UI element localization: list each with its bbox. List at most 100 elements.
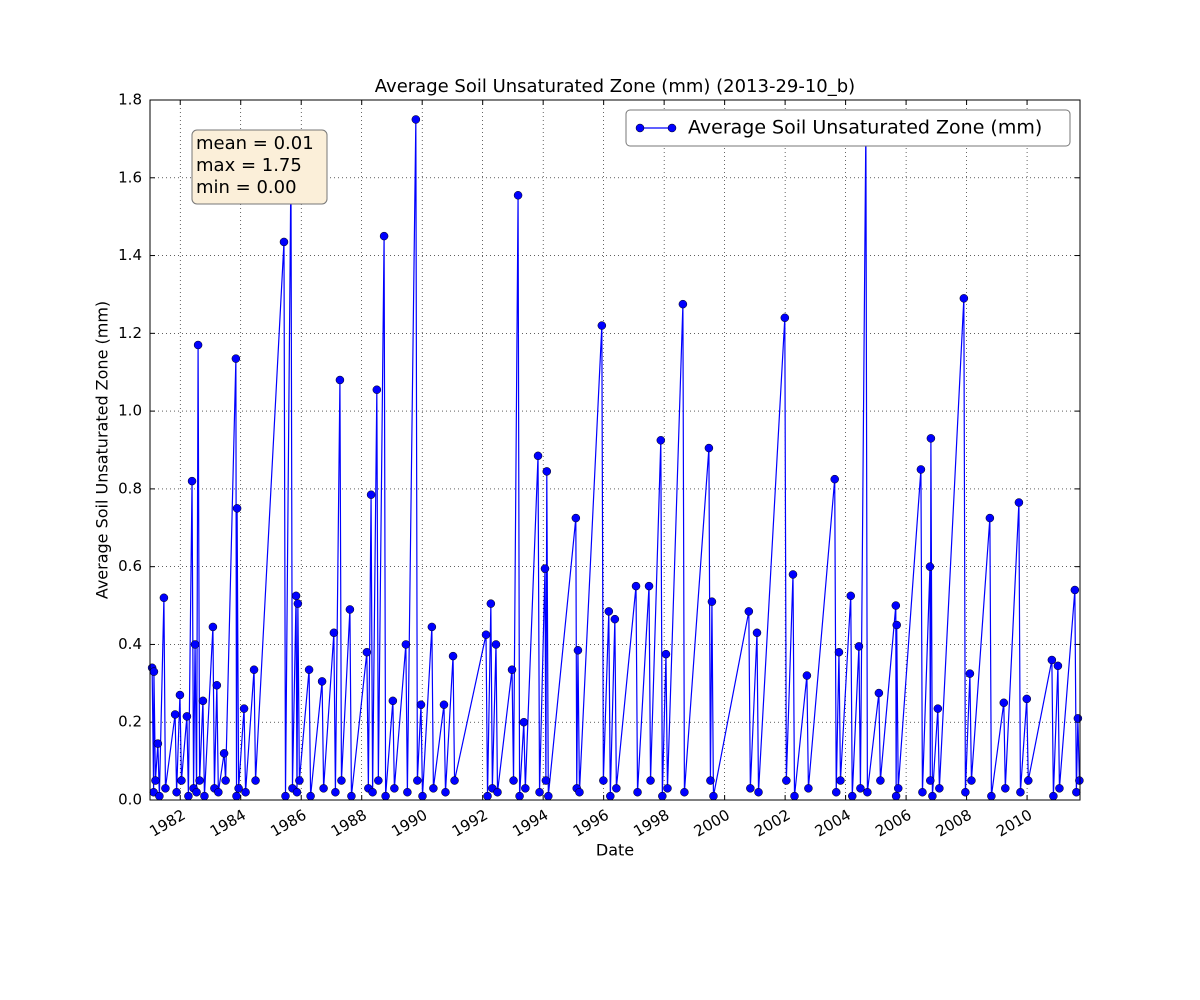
data-point	[200, 791, 209, 801]
data-point	[493, 787, 502, 797]
data-point	[345, 605, 355, 614]
y-tick-label: 1.8	[118, 91, 142, 109]
y-tick-label: 1.6	[118, 168, 142, 186]
data-point	[780, 313, 790, 323]
legend-label: Average Soil Unsaturated Zone (mm)	[688, 117, 1042, 139]
data-point	[599, 776, 608, 785]
data-point	[1075, 776, 1084, 785]
y-tick-label: 0.2	[118, 713, 142, 731]
data-point	[788, 570, 798, 579]
data-point	[175, 690, 185, 700]
data-point	[965, 669, 975, 678]
chart-title: Average Soil Unsaturated Zone (mm) (2013…	[375, 76, 855, 97]
data-point	[678, 299, 688, 309]
data-point	[754, 787, 763, 797]
data-point	[612, 784, 621, 793]
data-point	[337, 776, 346, 785]
data-point	[427, 622, 437, 632]
data-point	[159, 593, 169, 603]
data-point	[483, 791, 492, 801]
data-point	[987, 791, 996, 801]
data-point	[926, 434, 936, 443]
data-point	[891, 601, 901, 610]
data-point	[533, 451, 543, 461]
data-point	[985, 513, 995, 523]
data-point	[295, 776, 304, 785]
series-line	[151, 119, 1080, 797]
data-point	[390, 784, 399, 793]
data-point	[208, 622, 218, 632]
annotation-text: mean = 0.01	[196, 133, 314, 154]
data-point	[214, 787, 223, 797]
data-point	[540, 564, 550, 573]
data-point	[372, 385, 382, 394]
data-point	[515, 791, 524, 801]
data-point	[368, 787, 377, 797]
data-point	[153, 739, 163, 748]
data-point	[416, 700, 426, 709]
y-tick-label: 0.8	[118, 479, 142, 497]
data-point	[219, 749, 229, 758]
data-point	[401, 640, 411, 649]
data-point	[170, 710, 180, 719]
data-point	[366, 490, 376, 499]
annotation-box	[191, 129, 328, 205]
data-point	[926, 776, 935, 785]
y-tick-label: 1.2	[118, 324, 142, 342]
data-point	[521, 784, 530, 793]
data-point	[292, 787, 302, 797]
data-point	[306, 791, 315, 801]
data-point	[542, 467, 552, 476]
plot-frame	[149, 99, 1081, 801]
data-point	[182, 712, 192, 721]
data-point	[239, 704, 249, 713]
data-point	[190, 640, 200, 649]
legend-marker	[667, 123, 677, 133]
data-point	[507, 665, 517, 674]
data-point	[1072, 787, 1081, 797]
data-point	[1016, 787, 1025, 797]
data-point	[918, 787, 927, 797]
data-point	[519, 717, 529, 727]
data-point	[439, 700, 449, 709]
data-point	[513, 191, 523, 200]
data-point	[575, 787, 584, 797]
data-point	[231, 354, 241, 363]
data-point	[604, 607, 614, 616]
y-tick-label: 1.4	[118, 246, 142, 264]
data-point	[646, 776, 655, 785]
data-point	[234, 784, 243, 793]
data-point	[610, 614, 620, 624]
data-point	[172, 787, 181, 797]
data-point	[856, 784, 865, 793]
data-point	[836, 776, 845, 785]
data-point	[854, 642, 864, 651]
data-point	[790, 791, 799, 801]
data-point	[1073, 714, 1083, 723]
data-point	[935, 784, 944, 793]
data-point	[804, 784, 813, 793]
data-point	[606, 791, 615, 801]
data-point	[221, 776, 230, 785]
data-point	[876, 776, 885, 785]
data-point	[149, 667, 159, 676]
data-point	[193, 340, 203, 350]
legend-marker	[635, 123, 645, 133]
data-point	[486, 599, 496, 608]
data-point	[192, 787, 201, 797]
data-point	[874, 688, 884, 698]
data-point	[961, 787, 970, 797]
data-point	[374, 776, 383, 785]
data-point	[746, 784, 755, 793]
data-point	[362, 647, 372, 657]
data-point	[959, 294, 969, 303]
data-point	[329, 628, 339, 638]
data-point	[293, 599, 303, 608]
data-point	[304, 665, 314, 674]
annotation-text: max = 1.75	[196, 155, 302, 176]
data-point	[633, 787, 642, 797]
data-point	[279, 237, 289, 247]
data-point	[418, 791, 427, 801]
y-axis-label: Average Soil Unsaturated Zone (mm)	[93, 301, 112, 599]
